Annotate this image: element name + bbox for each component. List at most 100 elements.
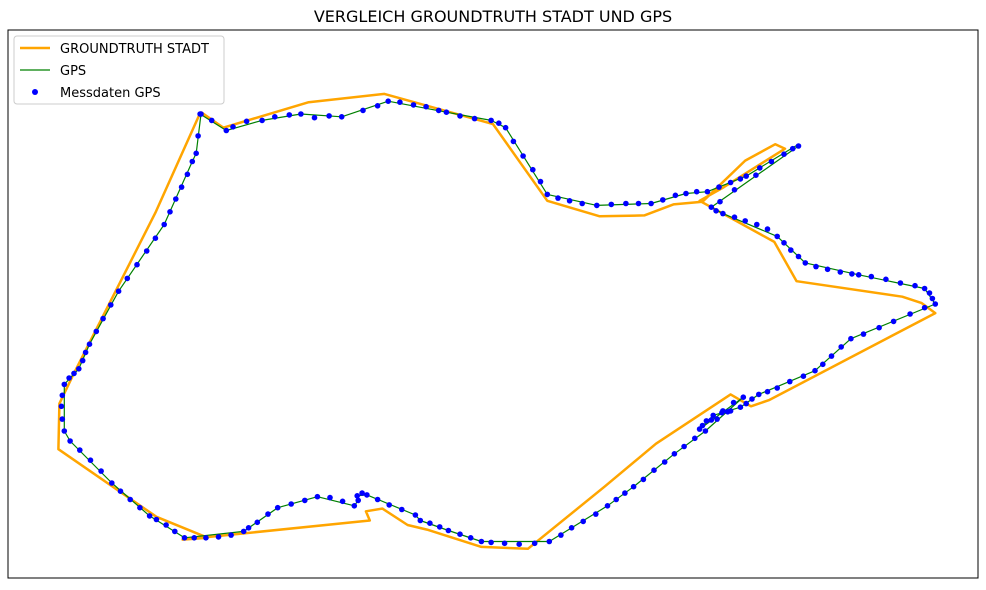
gps-measurement-point xyxy=(338,114,345,120)
gps-measurement-point xyxy=(737,176,744,182)
gps-measurement-point xyxy=(929,295,936,302)
gps-measurement-point xyxy=(756,391,762,398)
gps-measurement-point xyxy=(443,109,450,115)
gps-measurement-point xyxy=(360,107,366,114)
gps-measurement-point xyxy=(61,428,68,434)
gps-measurement-point xyxy=(754,221,760,228)
gps-measurement-point xyxy=(635,200,642,207)
gps-measurement-point xyxy=(117,488,124,495)
gps-measurement-point xyxy=(385,98,392,104)
gps-measurement-point xyxy=(608,201,615,208)
gps-measurement-point xyxy=(427,520,433,526)
gps-measurement-point xyxy=(683,190,689,197)
gps-measurement-point xyxy=(501,540,508,547)
gps-measurement-point xyxy=(86,341,93,348)
gps-measurement-point xyxy=(566,198,573,204)
gps-measurement-point xyxy=(265,511,271,517)
gps-measurement-point xyxy=(661,459,668,465)
gps-measurement-point xyxy=(178,184,185,190)
gps-measurement-point xyxy=(731,214,738,220)
gps-measurement-point xyxy=(181,535,188,541)
gps-measurement-point xyxy=(314,493,321,500)
gps-measurement-point xyxy=(399,506,405,513)
gps-measurement-point xyxy=(510,138,517,145)
legend-swatch-messdaten xyxy=(32,89,38,95)
gps-measurement-point xyxy=(109,480,115,486)
gps-measurement-point xyxy=(781,151,787,157)
gps-measurement-point xyxy=(660,197,666,203)
gps-measurement-point xyxy=(774,385,780,391)
gps-measurement-point xyxy=(544,191,551,198)
gps-measurement-point xyxy=(555,195,561,201)
gps-measurement-point xyxy=(71,370,77,377)
gps-measurement-point xyxy=(749,396,755,402)
gps-measurement-point xyxy=(115,288,122,295)
gps-measurement-point xyxy=(742,218,748,224)
gps-measurement-point xyxy=(496,120,502,126)
gps-measurement-point xyxy=(351,503,358,509)
gps-measurement-point xyxy=(311,114,318,121)
gps-measurement-point xyxy=(716,184,722,190)
gps-measurement-point xyxy=(374,496,381,503)
gps-measurement-point xyxy=(855,272,862,278)
gps-measurement-point xyxy=(912,282,918,289)
gps-measurement-point xyxy=(813,263,819,270)
gps-measurement-point xyxy=(623,200,629,207)
gps-measurement-point xyxy=(410,102,417,108)
gps-measurement-point xyxy=(800,373,807,380)
gps-measurement-point xyxy=(921,285,928,292)
gps-measurement-point xyxy=(516,541,522,547)
gps-measurement-point xyxy=(137,504,143,511)
gps-measurement-point xyxy=(568,525,575,531)
gps-measurement-point xyxy=(167,209,173,215)
gps-measurement-point xyxy=(59,392,66,399)
gps-measurement-point xyxy=(82,349,89,356)
gps-measurement-point xyxy=(802,260,809,266)
gps-measurement-point xyxy=(355,497,362,504)
legend-label-messdaten: Messdaten GPS xyxy=(60,86,161,101)
gps-measurement-point xyxy=(152,235,159,241)
gps-measurement-point xyxy=(259,117,265,124)
gps-measurement-point xyxy=(302,497,308,504)
gps-measurement-point xyxy=(93,328,100,335)
gps-measurement-point xyxy=(648,200,654,207)
gps-measurement-point xyxy=(883,276,889,283)
gps-measurement-point xyxy=(286,112,293,118)
gps-measurement-point xyxy=(59,416,66,422)
gps-measurement-point xyxy=(824,266,831,273)
gps-measurement-point xyxy=(272,114,278,120)
gps-measurement-point xyxy=(681,443,687,450)
gps-measurement-point xyxy=(921,304,928,311)
gps-measurement-point xyxy=(274,504,281,511)
gps-measurement-point xyxy=(820,361,826,368)
gps-measurement-point xyxy=(593,511,599,517)
gps-measurement-point xyxy=(193,150,199,157)
gps-measurement-point xyxy=(696,426,703,432)
gps-measurement-point xyxy=(173,196,179,202)
gps-measurement-point xyxy=(397,99,403,105)
gps-measurement-point xyxy=(67,438,73,444)
gps-measurement-point xyxy=(124,275,131,282)
gps-measurement-point xyxy=(386,502,393,508)
gps-measurement-point xyxy=(671,451,678,457)
legend-box xyxy=(13,35,225,105)
gps-measurement-point xyxy=(288,501,295,507)
gps-measurement-point xyxy=(713,208,719,214)
gps-measurement-point xyxy=(580,518,586,525)
gps-measurement-point xyxy=(417,517,424,524)
gps-measurement-point xyxy=(848,335,854,342)
gps-measurement-point xyxy=(457,113,463,119)
gps-measurement-point xyxy=(897,280,904,286)
gps-measurement-point xyxy=(245,525,252,531)
gps-measurement-point xyxy=(693,188,700,195)
gps-measurement-point xyxy=(326,113,332,119)
gps-measurement-point xyxy=(708,417,715,423)
gps-measurement-point xyxy=(184,171,191,178)
gps-measurement-point xyxy=(876,324,882,331)
gps-measurement-point xyxy=(788,247,794,253)
gps-measurement-point xyxy=(445,527,452,534)
gps-measurement-point xyxy=(753,172,759,178)
gps-measurement-point xyxy=(76,366,82,372)
gps-measurement-point xyxy=(163,522,169,528)
gps-measurement-point xyxy=(436,524,443,530)
